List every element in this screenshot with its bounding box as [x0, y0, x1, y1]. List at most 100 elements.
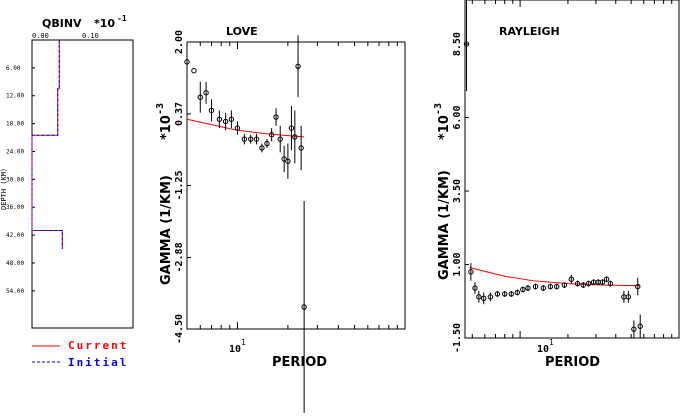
rayleigh-y-tick-label: 3.50 — [452, 179, 463, 203]
rayleigh-data-point — [599, 279, 606, 285]
love-data-point — [301, 304, 307, 310]
qbinv-ylabel: DEPTH (KM) — [0, 168, 8, 210]
rayleigh-data-point — [631, 326, 637, 332]
qbinv-y-tick-label: 48.00 — [6, 260, 24, 267]
rayleigh-data-point — [480, 295, 487, 302]
rayleigh-y-tick-label: 8.50 — [452, 32, 463, 56]
rayleigh-data-point — [568, 276, 575, 282]
love-data-point — [248, 136, 254, 142]
love-data-point — [295, 63, 301, 69]
rayleigh-data-point — [514, 289, 520, 296]
rayleigh-y-multiplier-exp: -3 — [433, 103, 444, 115]
rayleigh-data-point — [580, 282, 587, 288]
legend-current-label: Current — [68, 339, 128, 352]
rayleigh-y-multiplier: *10 — [437, 115, 452, 140]
love-x-ticks — [186, 42, 406, 329]
rayleigh-data-point — [603, 276, 610, 282]
love-data-point — [288, 125, 295, 131]
love-data-point — [203, 90, 209, 96]
love-panel: LOVE PERIOD GAMMA (1/KM) *10 -3 10 1 2.0… — [155, 25, 406, 413]
qbinv-series-initial — [31, 40, 63, 250]
qbinv-y-tick-label: 6.00 — [6, 65, 21, 72]
love-xlabel: PERIOD — [272, 355, 327, 370]
love-data-point — [228, 116, 235, 122]
rayleigh-data-point — [547, 283, 554, 290]
rayleigh-x-tick-exp: 1 — [549, 338, 554, 347]
rayleigh-y-tick-label: -1.50 — [452, 323, 463, 353]
rayleigh-data-point — [508, 291, 514, 297]
love-data-point — [268, 132, 275, 138]
rayleigh-data-point — [468, 269, 474, 275]
love-data-point — [273, 114, 279, 120]
love-y-multiplier: *10 — [159, 115, 174, 140]
rayleigh-xlabel: PERIOD — [545, 355, 600, 370]
love-data-point — [184, 59, 190, 65]
qbinv-lines — [31, 40, 63, 250]
rayleigh-y-tick-label: 6.00 — [452, 106, 463, 130]
love-data-point — [216, 116, 223, 122]
love-data-point — [264, 140, 270, 147]
love-title: LOVE — [226, 25, 258, 38]
qbinv-title: QBINV — [42, 17, 82, 30]
rayleigh-data-point — [625, 294, 632, 300]
love-y-tick-label: -1.25 — [174, 170, 185, 200]
love-y-tick-label: 2.00 — [174, 30, 185, 54]
legend: Current Initial — [32, 339, 128, 369]
love-y-tick-label: 0.37 — [174, 102, 185, 126]
love-x-tick-exp: 1 — [241, 338, 246, 347]
rayleigh-x-tick: 10 — [537, 344, 549, 355]
rayleigh-data-point — [525, 285, 531, 291]
love-series-current — [186, 118, 305, 138]
love-data-point — [197, 94, 203, 100]
qbinv-y-tick-label: 54.00 — [6, 288, 24, 295]
rayleigh-ylabel: GAMMA (1/KM) — [437, 170, 452, 280]
rayleigh-data-point — [532, 283, 539, 290]
love-data-point — [259, 145, 265, 151]
qbinv-x-tick-1: 0.10 — [82, 32, 99, 40]
love-ylabel: GAMMA (1/KM) — [159, 175, 174, 285]
love-data-point — [277, 136, 283, 142]
rayleigh-data-point — [561, 282, 568, 288]
qbinv-frame — [31, 39, 134, 329]
love-data-point — [241, 136, 248, 142]
qbinv-y-tick-label: 18.00 — [6, 121, 24, 128]
love-data-point — [191, 68, 197, 74]
love-data-point — [298, 145, 304, 151]
rayleigh-data-point — [487, 294, 494, 300]
qbinv-panel: QBINV *10 -1 0.00 0.10 DEPTH (KM) 6.00 12… — [0, 14, 134, 329]
rayleigh-panel: RAYLEIGH PERIOD GAMMA (1/KM) *10 -3 10 1… — [433, 0, 680, 370]
rayleigh-data-point — [635, 283, 641, 290]
love-y-tick-label: -2.88 — [174, 242, 185, 272]
qbinv-y-tick-label: 12.00 — [6, 93, 24, 100]
love-data-point — [208, 107, 215, 114]
rayleigh-data — [463, 0, 643, 338]
love-y-multiplier-exp: -3 — [155, 103, 166, 115]
love-x-tick: 10 — [229, 344, 241, 355]
rayleigh-data-point — [554, 283, 560, 290]
rayleigh-data-point — [540, 285, 547, 291]
love-data-point — [285, 158, 291, 164]
rayleigh-data-point — [472, 285, 478, 291]
qbinv-x-tick-0: 0.00 — [32, 32, 49, 40]
rayleigh-data-point — [463, 41, 470, 47]
qbinv-y-tick-label: 36.00 — [6, 204, 24, 211]
rayleigh-data-point — [520, 286, 526, 293]
qbinv-y-ticks: 6.00 12.00 18.00 24.00 30.00 36.00 42.00 48.00 5… — [6, 65, 35, 295]
qbinv-y-tick-label: 42.00 — [6, 232, 24, 239]
rayleigh-data-point — [476, 294, 482, 300]
qbinv-x-multiplier-exp: -1 — [117, 14, 127, 23]
love-data — [184, 35, 307, 413]
rayleigh-title: RAYLEIGH — [499, 25, 560, 38]
love-data-point — [253, 136, 260, 142]
rayleigh-series-current — [469, 266, 641, 287]
rayleigh-frame — [464, 0, 680, 339]
qbinv-series-current — [31, 40, 63, 250]
love-frame — [186, 41, 406, 330]
rayleigh-data-point — [585, 280, 592, 287]
qbinv-x-multiplier: *10 — [94, 17, 115, 30]
rayleigh-data-point — [607, 280, 614, 287]
love-y-ticks: 2.00 0.37 -1.25 -2.88 -4.50 — [174, 30, 191, 344]
rayleigh-data-point — [574, 280, 581, 287]
legend-initial-label: Initial — [68, 356, 128, 369]
